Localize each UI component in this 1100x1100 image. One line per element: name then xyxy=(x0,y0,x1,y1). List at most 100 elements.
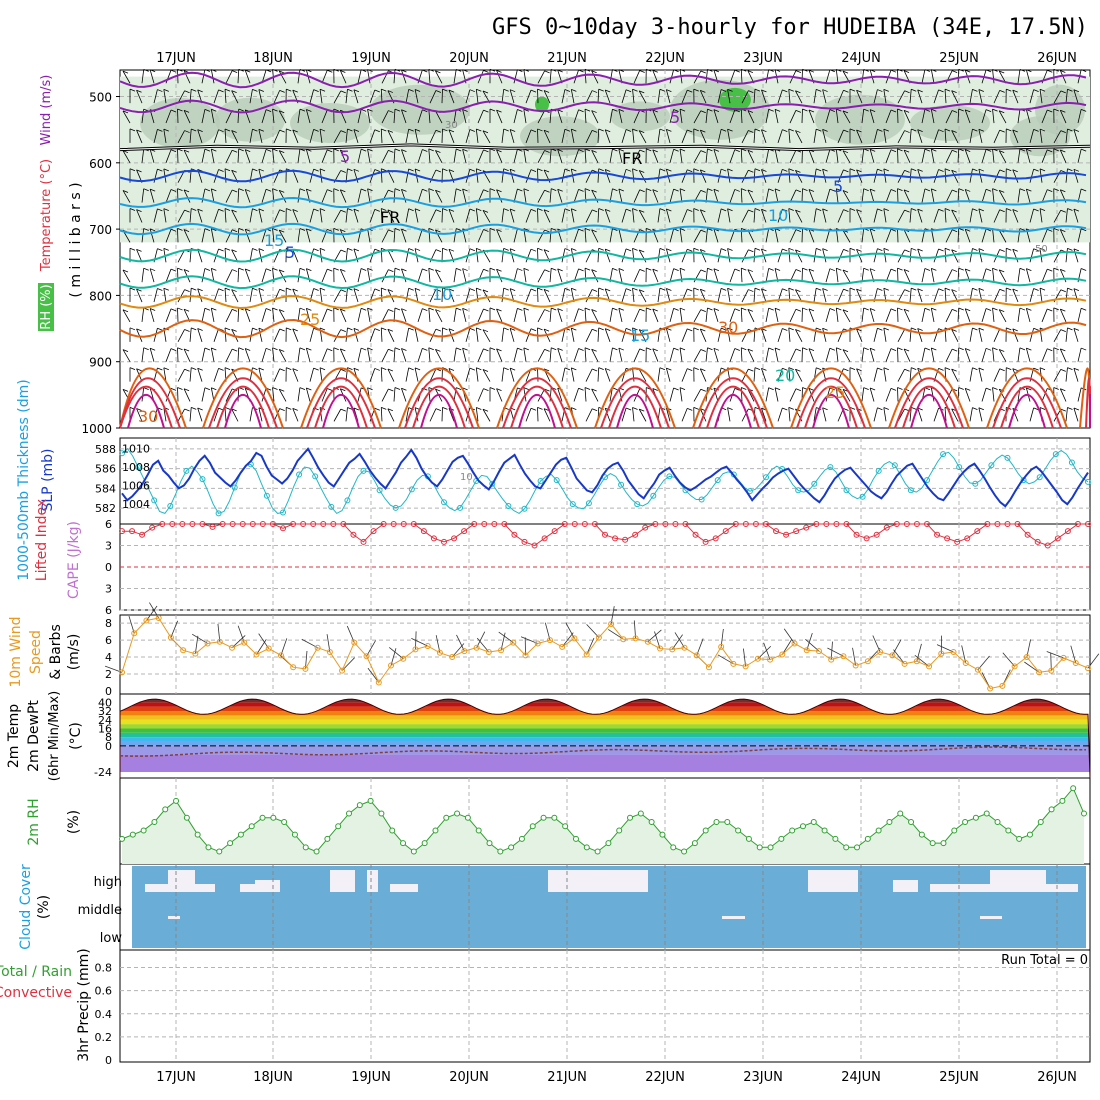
wind-barb xyxy=(462,188,467,203)
wind-barb-flag xyxy=(265,347,272,351)
wind-barb-flag xyxy=(238,228,244,231)
wind-barb-flag xyxy=(673,308,679,311)
wind-barb xyxy=(669,308,675,323)
contour-label-repeat: 15 xyxy=(264,231,284,250)
wind-barb-flag xyxy=(387,209,394,213)
date-bottom-18JUN: 18JUN xyxy=(253,1070,293,1085)
wind-barb-flag xyxy=(122,70,129,74)
wind-barb-flag xyxy=(721,168,727,172)
wind-barb xyxy=(609,347,613,362)
wind-barb-flag xyxy=(591,110,597,113)
wind-barb-flag xyxy=(612,188,618,192)
wind-barb xyxy=(1041,109,1048,124)
wind-barb xyxy=(1017,148,1021,163)
wind-barb xyxy=(1041,308,1048,323)
wind-barb xyxy=(652,269,659,283)
wind-barb xyxy=(669,188,675,203)
wind-barb xyxy=(369,248,376,263)
wind-barb-flag xyxy=(924,307,931,311)
wind-barb xyxy=(705,69,708,84)
wind-barb xyxy=(897,329,905,343)
wind-barb-flag xyxy=(822,248,828,252)
rh2m-point xyxy=(313,848,320,855)
wind-barb xyxy=(165,109,172,124)
wind-barb xyxy=(333,289,342,303)
wind-barb-flag xyxy=(754,367,761,370)
wind-barb-flag xyxy=(448,368,455,371)
li-line-point xyxy=(350,531,357,538)
wind-barb xyxy=(477,388,484,402)
wind-barb-flag xyxy=(869,268,876,272)
wind-barb-flag xyxy=(299,307,306,311)
wind-barb xyxy=(883,129,887,143)
wind-barb xyxy=(1073,328,1079,342)
wind-barb xyxy=(136,288,143,303)
run-total: Run Total = 0 xyxy=(1001,953,1088,968)
wind-barb xyxy=(401,189,407,203)
wind-barb xyxy=(537,190,545,203)
wind-barb xyxy=(153,208,158,223)
wind-barb-flag xyxy=(727,168,733,172)
bl-contour xyxy=(1008,394,1046,429)
rh2m-point xyxy=(410,848,417,855)
li-line-point xyxy=(732,521,739,527)
wind-barb-flag xyxy=(829,188,836,192)
ua-ylabel-units: ( m i l l i b a r s ) xyxy=(68,182,84,297)
wind-barb xyxy=(210,228,215,243)
wind-barb xyxy=(788,367,791,382)
wind10-line-point xyxy=(216,638,223,645)
wind-barb xyxy=(740,109,743,124)
wind-barb-flag xyxy=(978,89,984,92)
wind-barb xyxy=(278,150,287,164)
wind-barb-flag xyxy=(911,367,917,371)
wind-barb-flag xyxy=(639,130,645,134)
wind-barb-flag xyxy=(401,69,407,73)
wind-barb xyxy=(969,327,973,342)
wind-barb-flag xyxy=(149,347,156,351)
wind-barb xyxy=(435,190,443,203)
wind-barb-flag xyxy=(938,89,944,93)
rh2m-point xyxy=(237,831,244,838)
wind-barb xyxy=(822,169,827,183)
wind-barb-flag xyxy=(992,188,998,192)
thickness-tick: 586 xyxy=(95,463,116,476)
cloud-ylabel: Cloud Cover xyxy=(18,864,34,950)
wind-barb-flag xyxy=(951,229,958,233)
wind-barb-flag xyxy=(197,328,203,331)
wind-barb-flag xyxy=(170,228,177,232)
wind-barb xyxy=(861,109,865,124)
wind-barb-flag xyxy=(591,229,597,233)
wind-barb xyxy=(237,268,240,283)
wind-barb xyxy=(405,208,410,223)
wind-barb-flag xyxy=(388,348,394,352)
wind-barb-flag xyxy=(795,130,801,133)
wind-barb xyxy=(224,89,227,104)
wind-barb-flag xyxy=(482,408,489,412)
wind-barb xyxy=(244,149,251,163)
wind-barb xyxy=(930,69,935,84)
wind10-tick: 2 xyxy=(105,668,112,681)
wind-barb-flag xyxy=(509,129,516,132)
li-line-point xyxy=(541,535,548,542)
rh2m-point xyxy=(194,831,201,838)
wind-barb xyxy=(1012,249,1019,263)
wind-barb xyxy=(380,367,383,382)
wind-barb-flag xyxy=(238,347,244,351)
wind-barb-flag xyxy=(931,148,937,152)
wind-barb xyxy=(405,367,410,382)
wind-barb xyxy=(1053,210,1062,223)
date-top-26JUN: 26JUN xyxy=(1037,51,1077,66)
wind-barb-flag xyxy=(591,328,598,332)
wind-barb xyxy=(856,129,863,144)
bl-contour xyxy=(510,385,564,429)
wind-barb-flag xyxy=(333,148,339,152)
wind10-line-point xyxy=(363,653,370,660)
wind-barb-flag xyxy=(802,188,808,191)
wind-barb xyxy=(549,268,552,283)
wind10-line-point xyxy=(229,644,236,651)
wind-barb xyxy=(380,128,383,143)
cloud-high-bar xyxy=(168,870,195,892)
wind-barb-flag xyxy=(476,407,482,410)
slp-line-point xyxy=(859,493,866,500)
precip-legend-total: Total / Rain xyxy=(0,964,72,980)
